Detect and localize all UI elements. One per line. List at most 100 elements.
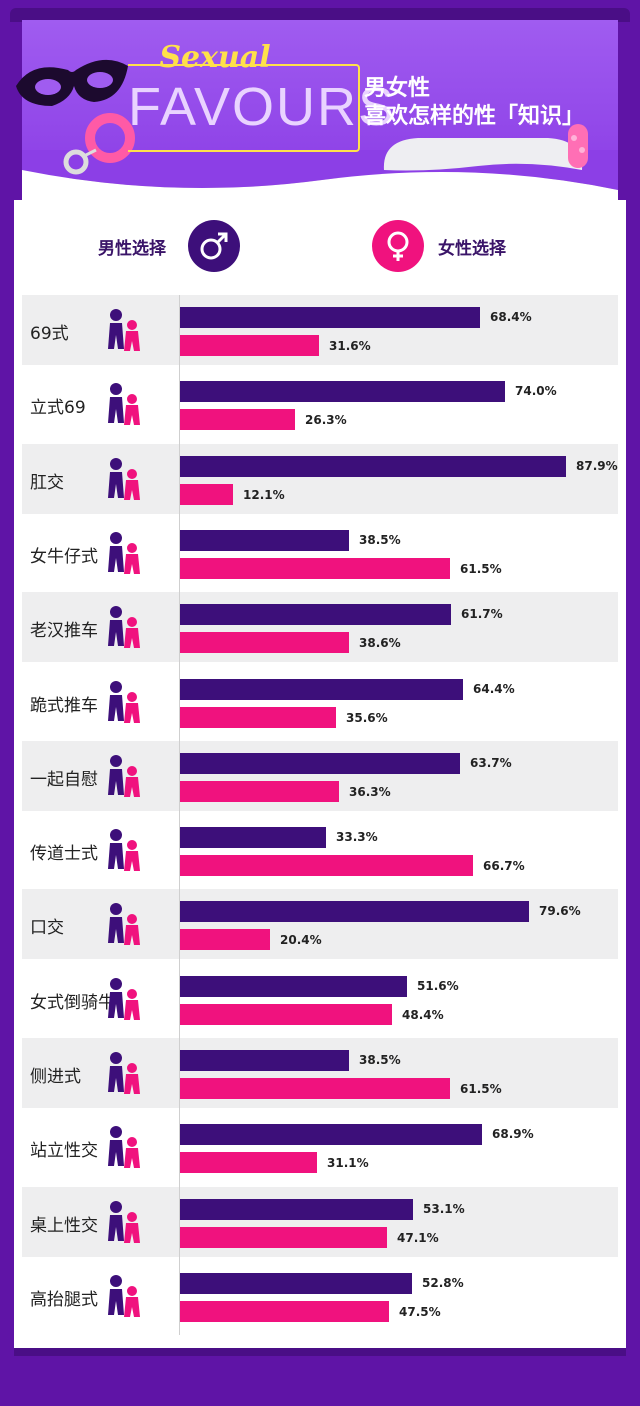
position-figure-icon <box>108 1201 140 1243</box>
value-label-male: 38.5% <box>359 533 401 547</box>
position-figure-icon <box>108 903 140 945</box>
value-label-female: 12.1% <box>243 488 285 502</box>
value-label-male: 63.7% <box>470 756 512 770</box>
bar-female <box>180 558 450 579</box>
value-label-male: 52.8% <box>422 1276 464 1290</box>
category-label: 跪式推车 <box>30 696 98 716</box>
bar-male <box>180 753 460 774</box>
value-label-female: 48.4% <box>402 1008 444 1022</box>
category-label: 口交 <box>30 918 64 938</box>
bar-male <box>180 456 566 477</box>
bar-male <box>180 976 407 997</box>
bar-female <box>180 1301 389 1322</box>
value-label-female: 61.5% <box>460 1082 502 1096</box>
bar-female <box>180 781 339 802</box>
frame-top <box>10 8 630 22</box>
favours-word: FAVOURS <box>128 77 397 137</box>
bar-female <box>180 409 295 430</box>
bar-female <box>180 1152 317 1173</box>
sexual-word: Sexual <box>159 40 271 75</box>
category-label: 站立性交 <box>30 1141 98 1161</box>
value-label-male: 33.3% <box>336 830 378 844</box>
category-label: 女牛仔式 <box>30 547 98 567</box>
bar-male <box>180 307 480 328</box>
bar-female <box>180 1227 387 1248</box>
category-label: 肛交 <box>30 473 64 493</box>
value-label-male: 61.7% <box>461 607 503 621</box>
bar-female <box>180 1004 392 1025</box>
value-label-male: 68.4% <box>490 310 532 324</box>
value-label-female: 47.1% <box>397 1231 439 1245</box>
bar-male <box>180 1199 413 1220</box>
page-title-line2: 喜欢怎样的性「知识」 <box>364 104 585 129</box>
category-label: 立式69 <box>30 398 86 418</box>
value-label-female: 20.4% <box>280 933 322 947</box>
value-label-male: 79.6% <box>539 904 581 918</box>
value-label-female: 26.3% <box>305 413 347 427</box>
pillow-icon <box>383 138 583 171</box>
position-figure-icon <box>108 309 140 351</box>
position-figure-icon <box>108 978 140 1020</box>
value-label-male: 68.9% <box>492 1127 534 1141</box>
position-figure-icon <box>108 383 140 425</box>
position-figure-icon <box>108 458 140 500</box>
value-label-female: 35.6% <box>346 711 388 725</box>
value-label-male: 64.4% <box>473 682 515 696</box>
bar-female <box>180 484 233 505</box>
bar-male <box>180 827 326 848</box>
category-label: 老汉推车 <box>30 621 98 641</box>
value-label-female: 38.6% <box>359 636 401 650</box>
value-label-male: 53.1% <box>423 1202 465 1216</box>
handcuffs-icon <box>63 113 135 175</box>
position-figure-icon <box>108 1275 140 1317</box>
position-figure-icon <box>108 755 140 797</box>
bar-female <box>180 707 336 728</box>
legend-female-label: 女性选择 <box>438 239 506 259</box>
bar-male <box>180 1050 349 1071</box>
bar-male <box>180 381 505 402</box>
bar-male <box>180 679 463 700</box>
value-label-female: 66.7% <box>483 859 525 873</box>
bar-female <box>180 855 473 876</box>
legend-male-label: 男性选择 <box>98 239 166 259</box>
value-label-female: 31.1% <box>327 1156 369 1170</box>
position-figure-icon <box>108 1126 140 1168</box>
value-label-female: 36.3% <box>349 785 391 799</box>
bar-female <box>180 929 270 950</box>
title-bracket <box>128 64 360 152</box>
position-figure-icon <box>108 606 140 648</box>
position-figure-icon <box>108 681 140 723</box>
bar-male <box>180 604 451 625</box>
female-symbol-icon <box>372 220 424 272</box>
bar-female <box>180 1078 450 1099</box>
bar-female <box>180 335 319 356</box>
category-label: 69式 <box>30 324 69 344</box>
value-label-male: 87.9% <box>576 459 618 473</box>
chart-axis <box>179 295 180 1335</box>
value-label-male: 74.0% <box>515 384 557 398</box>
male-symbol-icon <box>188 220 240 272</box>
position-figure-icon <box>108 829 140 871</box>
toy-icon <box>568 124 588 168</box>
category-label: 一起自慰 <box>30 770 98 790</box>
bar-male <box>180 1273 412 1294</box>
bar-male <box>180 530 349 551</box>
category-label: 传道士式 <box>30 844 98 864</box>
value-label-male: 51.6% <box>417 979 459 993</box>
bottom-strip <box>14 1348 626 1356</box>
page-title-line1: 男女性 <box>364 76 431 101</box>
position-figure-icon <box>108 1052 140 1094</box>
value-label-female: 47.5% <box>399 1305 441 1319</box>
bar-female <box>180 632 349 653</box>
value-label-male: 38.5% <box>359 1053 401 1067</box>
bar-male <box>180 1124 482 1145</box>
category-label: 桌上性交 <box>30 1216 98 1236</box>
category-label: 女式倒骑牛 <box>30 993 115 1013</box>
value-label-female: 31.6% <box>329 339 371 353</box>
category-label: 高抬腿式 <box>30 1290 98 1310</box>
bar-male <box>180 901 529 922</box>
value-label-female: 61.5% <box>460 562 502 576</box>
category-label: 侧进式 <box>30 1067 81 1087</box>
position-figure-icon <box>108 532 140 574</box>
mask-icon <box>16 59 128 106</box>
